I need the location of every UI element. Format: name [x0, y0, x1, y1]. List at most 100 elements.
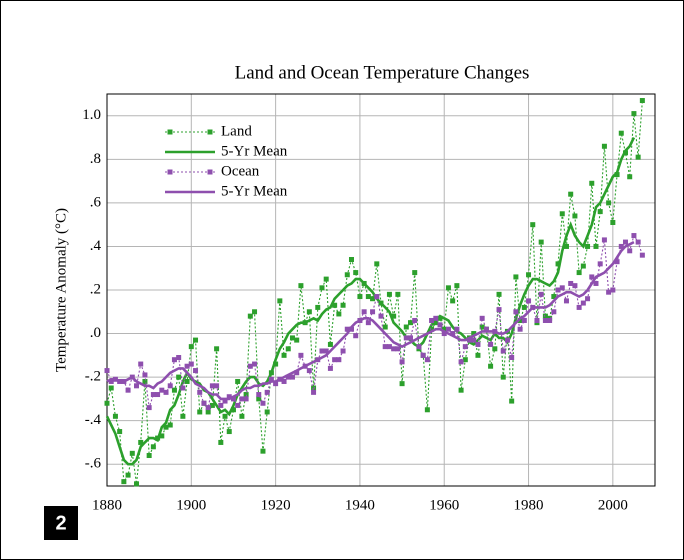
data-point	[146, 405, 152, 411]
data-point	[601, 237, 607, 243]
data-point	[526, 272, 532, 278]
data-point	[496, 307, 502, 313]
data-point	[218, 439, 224, 445]
data-point	[559, 285, 565, 291]
data-point	[125, 472, 131, 478]
data-point	[475, 341, 481, 347]
data-point	[395, 291, 401, 297]
data-point	[327, 365, 333, 371]
data-point	[576, 270, 582, 276]
data-point	[285, 374, 291, 380]
data-point	[403, 324, 409, 330]
data-point	[555, 261, 561, 267]
data-point	[188, 344, 194, 350]
data-point	[252, 309, 258, 315]
data-point	[108, 378, 114, 384]
data-point	[386, 291, 392, 297]
data-point	[205, 405, 211, 411]
data-point	[306, 368, 312, 374]
x-tick-label: 1960	[429, 497, 459, 513]
data-point	[492, 346, 498, 352]
data-point	[134, 481, 140, 487]
data-point	[458, 359, 464, 365]
badge: 2	[55, 512, 66, 534]
data-point	[408, 335, 414, 341]
y-axis-label: Temperature Anomaly (°C)	[53, 208, 69, 372]
data-point	[235, 402, 241, 408]
data-point	[298, 352, 304, 358]
data-point	[526, 298, 532, 304]
data-point	[281, 378, 287, 384]
data-point	[555, 287, 561, 293]
data-point	[479, 315, 485, 321]
data-point	[256, 392, 262, 398]
data-point	[184, 378, 190, 384]
data-point	[370, 296, 376, 302]
data-point	[631, 233, 637, 239]
data-point	[471, 331, 477, 337]
y-tick-label: .6	[90, 194, 102, 210]
legend-label: Land	[221, 123, 252, 139]
data-point	[230, 407, 236, 413]
data-point	[631, 111, 637, 117]
data-point	[374, 261, 380, 267]
data-point	[382, 344, 388, 350]
data-point	[289, 335, 295, 341]
data-point	[530, 222, 536, 228]
data-point	[437, 322, 443, 328]
data-point	[209, 402, 215, 408]
data-point	[488, 363, 494, 369]
data-point	[429, 326, 435, 332]
data-point	[230, 396, 236, 402]
data-point	[454, 326, 460, 332]
data-point	[635, 154, 641, 160]
data-point	[159, 387, 165, 393]
data-point	[450, 331, 456, 337]
y-tick-label: .4	[90, 238, 102, 254]
y-tick-label: .8	[90, 151, 101, 167]
data-point	[416, 344, 422, 350]
data-point	[378, 313, 384, 319]
data-point	[353, 270, 359, 276]
data-point	[437, 315, 443, 321]
data-point	[256, 396, 262, 402]
data-point	[163, 424, 169, 430]
data-point	[488, 341, 494, 347]
data-point	[521, 304, 527, 310]
data-point	[344, 272, 350, 278]
data-point	[504, 337, 510, 343]
data-point	[589, 274, 595, 280]
data-point	[593, 243, 599, 249]
data-point	[462, 357, 468, 363]
data-point	[500, 348, 506, 354]
data-point	[311, 385, 317, 391]
data-point	[281, 352, 287, 358]
data-point	[585, 296, 591, 302]
data-point	[399, 359, 405, 365]
data-point	[146, 453, 152, 459]
data-point	[340, 348, 346, 354]
data-point	[247, 313, 253, 319]
y-tick-label: -.2	[85, 369, 101, 385]
data-point	[180, 413, 186, 419]
data-point	[551, 309, 557, 315]
data-point	[138, 361, 144, 367]
data-point	[597, 209, 603, 215]
data-point	[285, 346, 291, 352]
data-point	[365, 294, 371, 300]
data-point	[239, 396, 245, 402]
data-point	[150, 444, 156, 450]
data-point	[332, 302, 338, 308]
data-point	[538, 239, 544, 245]
data-point	[399, 381, 405, 387]
data-point	[167, 422, 173, 428]
x-tick-label: 1880	[92, 497, 122, 513]
data-point	[306, 309, 312, 315]
data-point	[298, 283, 304, 289]
data-point	[294, 370, 300, 376]
data-point	[429, 317, 435, 323]
data-point	[462, 344, 468, 350]
data-point	[471, 337, 477, 343]
data-point	[294, 337, 300, 343]
